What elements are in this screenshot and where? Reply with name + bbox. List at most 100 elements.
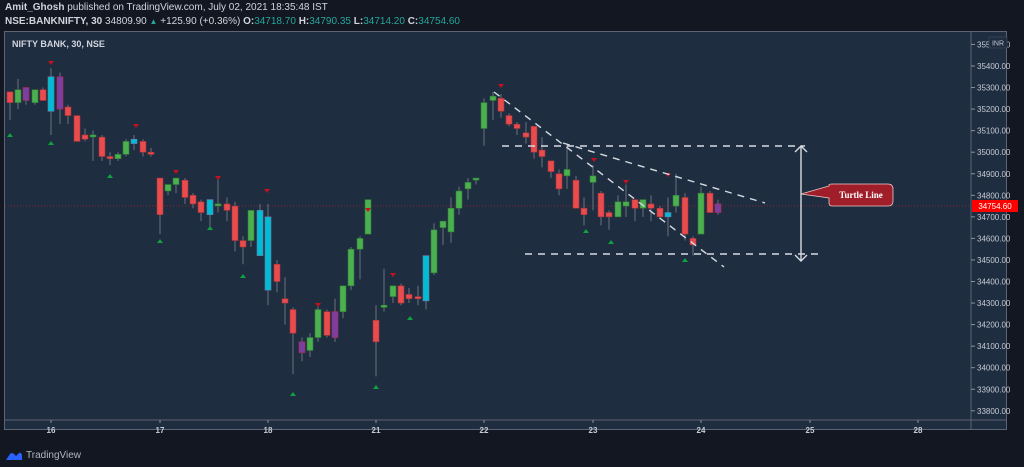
price-tick-label: 35000.00 bbox=[977, 148, 1011, 157]
price-tick-label: 34300.00 bbox=[977, 299, 1011, 308]
candlestick-chart[interactable]: 35500.0035400.0035300.0035200.0035100.00… bbox=[0, 0, 1024, 440]
candle bbox=[689, 238, 697, 246]
price-tick-label: 34600.00 bbox=[977, 234, 1011, 243]
sell-signal-icon bbox=[498, 84, 504, 88]
publish-line: Amit_Ghosh published on TradingView.com,… bbox=[5, 2, 328, 13]
candle bbox=[314, 309, 322, 338]
candle bbox=[264, 216, 272, 291]
turtle-line-callout[interactable]: Turtle Line bbox=[800, 183, 894, 207]
candle bbox=[39, 89, 47, 101]
open-label: O: bbox=[243, 16, 255, 27]
candle bbox=[273, 263, 281, 282]
candle bbox=[247, 210, 255, 241]
author-name[interactable]: Amit_Ghosh bbox=[5, 2, 65, 13]
chart-legend-title: NIFTY BANK, 30, NSE bbox=[12, 39, 105, 49]
candle bbox=[197, 201, 205, 213]
candle bbox=[281, 298, 289, 304]
lower-trendline[interactable] bbox=[493, 91, 725, 268]
candle bbox=[538, 149, 546, 157]
candle bbox=[172, 177, 180, 185]
price-tick-label: 34000.00 bbox=[977, 364, 1011, 373]
candle bbox=[605, 212, 613, 218]
candle bbox=[622, 201, 630, 207]
candle bbox=[189, 195, 197, 205]
arrow-down-head-icon bbox=[794, 254, 808, 262]
sell-signal-icon bbox=[623, 180, 629, 184]
brand-name: TradingView bbox=[26, 450, 82, 461]
candle bbox=[56, 76, 64, 110]
sell-signal-icon bbox=[215, 176, 221, 180]
price-tick-label: 34100.00 bbox=[977, 342, 1011, 351]
drawings[interactable] bbox=[493, 91, 820, 268]
candle bbox=[647, 203, 655, 209]
buy-signal-icon bbox=[290, 392, 296, 396]
price-tick-label: 34400.00 bbox=[977, 278, 1011, 287]
time-axis[interactable]: 16 17 18 21 22 23 24 25 28 bbox=[47, 420, 923, 435]
candle bbox=[580, 207, 588, 215]
time-tick-label: 18 bbox=[264, 426, 273, 435]
candle bbox=[380, 304, 388, 308]
price-axis[interactable]: 35500.0035400.0035300.0035200.0035100.00… bbox=[971, 40, 1011, 416]
candle bbox=[206, 199, 214, 215]
candle bbox=[106, 156, 114, 159]
symbol-label: NSE:BANKNIFTY, 30 bbox=[5, 16, 103, 27]
open-value: 34718.70 bbox=[254, 16, 296, 27]
candle bbox=[547, 160, 555, 172]
candle bbox=[530, 126, 538, 153]
price-tick-label: 35100.00 bbox=[977, 127, 1011, 136]
candle bbox=[147, 151, 155, 155]
candle bbox=[447, 207, 455, 233]
buy-signal-icon bbox=[682, 258, 688, 262]
buy-signal-icon bbox=[583, 229, 589, 233]
candle bbox=[513, 123, 521, 129]
candle bbox=[14, 89, 22, 103]
candle bbox=[64, 106, 72, 116]
candle bbox=[397, 285, 405, 304]
candle bbox=[22, 87, 30, 101]
candle bbox=[347, 248, 355, 287]
up-arrow-icon: ▲ bbox=[149, 17, 158, 26]
candle bbox=[522, 132, 530, 138]
buy-signal-icon bbox=[48, 141, 54, 145]
chart-frame[interactable] bbox=[4, 31, 1007, 430]
time-tick-label: 23 bbox=[589, 426, 598, 435]
close-value: 34754.60 bbox=[418, 16, 460, 27]
price-change: +125.90 (+0.36%) bbox=[160, 16, 241, 27]
buy-signal-icon bbox=[373, 385, 379, 389]
signal-markers bbox=[7, 61, 688, 396]
candle bbox=[497, 98, 505, 112]
buy-signal-icon bbox=[608, 240, 614, 244]
candle bbox=[98, 136, 106, 157]
price-tick-label: 34900.00 bbox=[977, 170, 1011, 179]
candle bbox=[331, 311, 339, 338]
buy-signal-icon bbox=[107, 174, 113, 178]
candle bbox=[73, 115, 81, 142]
published-text: published on TradingView.com, July 02, 2… bbox=[67, 2, 328, 13]
price-tick-label: 34700.00 bbox=[977, 213, 1011, 222]
high-value: 34790.35 bbox=[309, 16, 351, 27]
candle bbox=[706, 192, 714, 213]
candle bbox=[664, 212, 672, 218]
candle bbox=[631, 199, 639, 209]
candle bbox=[81, 134, 89, 140]
brand-footer[interactable]: TradingView bbox=[5, 450, 81, 461]
candle bbox=[372, 319, 380, 343]
candle bbox=[455, 190, 463, 209]
candle bbox=[472, 177, 480, 181]
currency-badge[interactable]: INR bbox=[988, 36, 1008, 49]
upper-trendline[interactable] bbox=[562, 142, 766, 204]
buy-signal-icon bbox=[207, 226, 213, 230]
candle bbox=[214, 203, 222, 207]
sell-signal-icon bbox=[173, 170, 179, 174]
candle bbox=[405, 294, 413, 300]
close-label: C: bbox=[407, 16, 419, 27]
buy-signal-icon bbox=[407, 316, 413, 320]
candle bbox=[439, 220, 447, 228]
low-value: 34714.20 bbox=[363, 16, 405, 27]
candle bbox=[356, 238, 364, 250]
arrow-up-head-icon bbox=[794, 145, 808, 153]
price-tick-label: 35200.00 bbox=[977, 105, 1011, 114]
candle bbox=[323, 311, 331, 336]
candle bbox=[164, 184, 172, 192]
price-tick-label: 34200.00 bbox=[977, 321, 1011, 330]
